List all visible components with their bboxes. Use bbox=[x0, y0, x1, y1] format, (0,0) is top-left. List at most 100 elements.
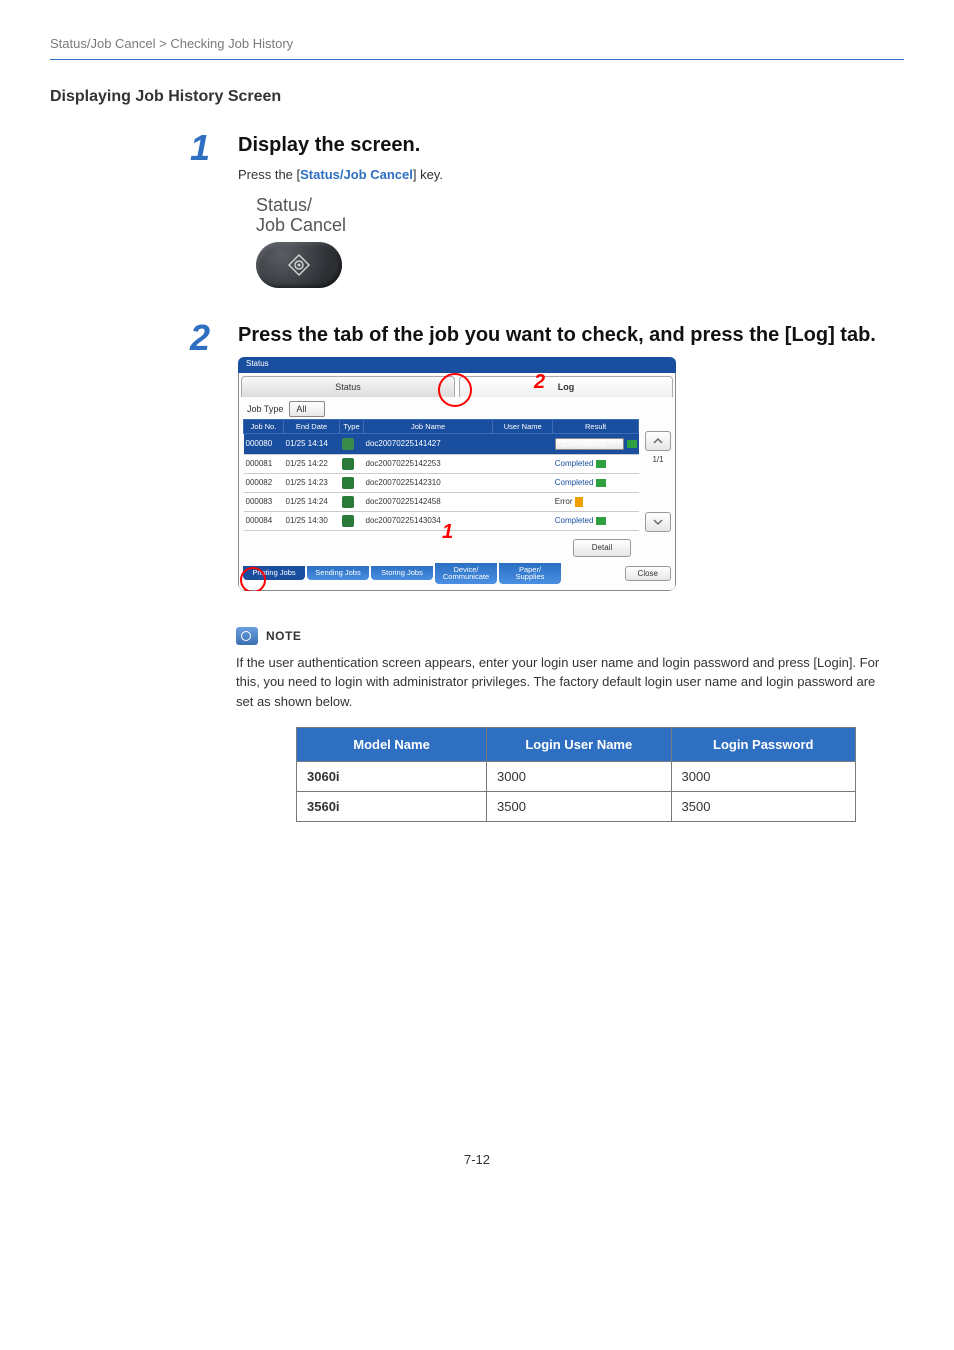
cell-username bbox=[493, 433, 553, 454]
cell-model: 3560i bbox=[297, 792, 487, 822]
step-number-1: 1 bbox=[190, 130, 222, 166]
th-jobname: Job Name bbox=[364, 419, 493, 433]
tab-sending-jobs[interactable]: Sending Jobs bbox=[307, 566, 369, 580]
detail-button[interactable]: Detail bbox=[573, 539, 631, 557]
cell-username bbox=[493, 492, 553, 511]
ok-icon bbox=[627, 440, 637, 448]
step-1: 1 Display the screen. Press the [Status/… bbox=[190, 134, 904, 288]
cell-result: Completed bbox=[553, 433, 639, 454]
table-row: 3060i30003000 bbox=[297, 762, 856, 792]
cell-pass: 3000 bbox=[671, 762, 855, 792]
cell-type bbox=[340, 433, 364, 454]
cell-user: 3000 bbox=[487, 762, 671, 792]
tab-device-communicate[interactable]: Device/ Communicate bbox=[435, 563, 497, 584]
th-username: User Name bbox=[493, 419, 553, 433]
scroll-up-button[interactable] bbox=[645, 431, 671, 451]
print-type-icon bbox=[342, 515, 354, 527]
filter-jobtype-select[interactable]: All bbox=[289, 401, 325, 417]
th-enddate: End Date bbox=[284, 419, 340, 433]
step-number-2: 2 bbox=[190, 320, 222, 356]
cell-jobname: doc20070225143034 bbox=[364, 511, 493, 530]
th-login-pass: Login Password bbox=[671, 728, 855, 762]
cell-result: Completed bbox=[553, 473, 639, 492]
print-type-icon bbox=[342, 458, 354, 470]
credentials-table: Model Name Login User Name Login Passwor… bbox=[296, 727, 856, 822]
cell-username bbox=[493, 454, 553, 473]
page-indicator: 1/1 bbox=[652, 455, 663, 464]
table-row[interactable]: 00008201/25 14:23doc20070225142310Comple… bbox=[244, 473, 639, 492]
print-type-icon bbox=[342, 438, 354, 450]
table-row[interactable]: 00008101/25 14:22doc20070225142253Comple… bbox=[244, 454, 639, 473]
header-rule bbox=[50, 59, 904, 60]
step-1-text-post: ] key. bbox=[413, 167, 443, 182]
print-type-icon bbox=[342, 477, 354, 489]
tab-log[interactable]: Log bbox=[459, 376, 673, 397]
table-row[interactable]: 00008001/25 14:14 doc20070225141427 Comple… bbox=[244, 433, 639, 454]
cell-jobname: doc20070225141427 bbox=[364, 433, 493, 454]
cell-result: Error bbox=[553, 492, 639, 511]
th-login-user: Login User Name bbox=[487, 728, 671, 762]
chevron-up-icon bbox=[653, 437, 663, 445]
breadcrumb: Status/Job Cancel > Checking Job History bbox=[50, 36, 904, 59]
table-row[interactable]: 00008301/25 14:24doc20070225142458Error bbox=[244, 492, 639, 511]
joblog-scroll-controls: 1/1 bbox=[644, 431, 672, 532]
tab-paper-supplies[interactable]: Paper/ Supplies bbox=[499, 563, 561, 584]
cell-pass: 3500 bbox=[671, 792, 855, 822]
cell-enddate: 01/25 14:23 bbox=[284, 473, 340, 492]
joblog-top-tabs: Status Log bbox=[239, 373, 675, 397]
joblog-bottom-tabs: Printing Jobs Sending Jobs Storing Jobs … bbox=[239, 561, 675, 586]
job-log-table: Job No. End Date Type Job Name User Name… bbox=[243, 419, 639, 531]
cell-enddate: 01/25 14:22 bbox=[284, 454, 340, 473]
tab-storing-jobs[interactable]: Storing Jobs bbox=[371, 566, 433, 580]
note-text: If the user authentication screen appear… bbox=[236, 653, 896, 712]
step-1-text-pre: Press the [ bbox=[238, 167, 300, 182]
th-model-name: Model Name bbox=[297, 728, 487, 762]
cell-jobno: 000083 bbox=[244, 492, 284, 511]
step-2: 2 Press the tab of the job you want to c… bbox=[190, 324, 904, 591]
status-job-cancel-link: Status/Job Cancel bbox=[300, 167, 413, 182]
cell-jobname: doc20070225142253 bbox=[364, 454, 493, 473]
cell-jobname: doc20070225142310 bbox=[364, 473, 493, 492]
chevron-down-icon bbox=[653, 518, 663, 526]
step-1-text: Press the [Status/Job Cancel] key. bbox=[238, 167, 904, 182]
eye-diamond-icon bbox=[286, 252, 312, 278]
ok-icon bbox=[596, 479, 606, 487]
table-row[interactable]: 00008401/25 14:30 doc20070225143034 Comple… bbox=[244, 511, 639, 530]
cell-type bbox=[340, 473, 364, 492]
cell-jobname: doc20070225142458 bbox=[364, 492, 493, 511]
th-result: Result bbox=[553, 419, 639, 433]
cell-model: 3060i bbox=[297, 762, 487, 792]
print-type-icon bbox=[342, 496, 354, 508]
step-2-title: Press the tab of the job you want to che… bbox=[238, 324, 904, 347]
cell-username bbox=[493, 511, 553, 530]
cell-jobno: 000080 bbox=[244, 433, 284, 454]
callout-1-number: 1 bbox=[442, 521, 453, 544]
tab-printing-jobs[interactable]: Printing Jobs bbox=[243, 566, 305, 580]
key-label-line1: Status/ bbox=[256, 195, 312, 215]
status-job-cancel-key-graphic: Status/ Job Cancel bbox=[256, 196, 904, 288]
step-1-title: Display the screen. bbox=[238, 134, 904, 157]
ok-icon bbox=[596, 460, 606, 468]
page-number: 7-12 bbox=[50, 1152, 904, 1167]
cell-user: 3500 bbox=[487, 792, 671, 822]
error-icon bbox=[575, 497, 583, 507]
th-jobno: Job No. bbox=[244, 419, 284, 433]
joblog-titlebar: Status bbox=[238, 357, 676, 373]
cell-jobno: 000084 bbox=[244, 511, 284, 530]
close-button[interactable]: Close bbox=[625, 566, 671, 581]
cell-result: Completed bbox=[553, 511, 639, 530]
status-job-cancel-hardware-key bbox=[256, 242, 342, 288]
ok-icon bbox=[596, 517, 606, 525]
cell-enddate: 01/25 14:30 bbox=[284, 511, 340, 530]
cell-jobno: 000081 bbox=[244, 454, 284, 473]
th-type: Type bbox=[340, 419, 364, 433]
table-row: 3560i35003500 bbox=[297, 792, 856, 822]
scroll-down-button[interactable] bbox=[645, 512, 671, 532]
cell-type bbox=[340, 454, 364, 473]
job-log-screenshot: Status Status Log Job Type All bbox=[238, 357, 676, 591]
cell-enddate: 01/25 14:14 bbox=[284, 433, 340, 454]
cell-username bbox=[493, 473, 553, 492]
tab-status[interactable]: Status bbox=[241, 376, 455, 397]
cell-type bbox=[340, 492, 364, 511]
note-label: NOTE bbox=[266, 629, 301, 643]
